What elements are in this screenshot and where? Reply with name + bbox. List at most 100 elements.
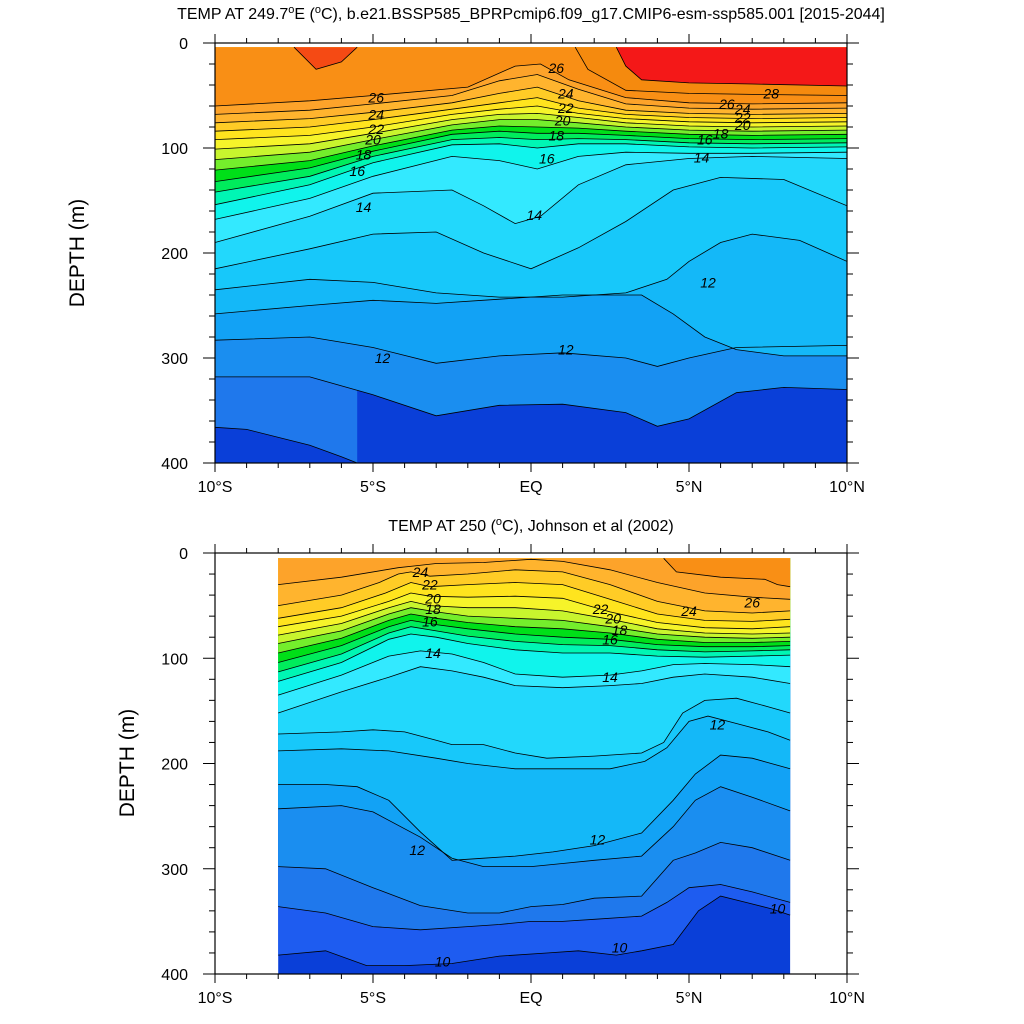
isotherm-line [663, 558, 791, 588]
isotherm-line [215, 143, 847, 206]
isotherm-lines [278, 558, 791, 966]
isotherm-line [278, 619, 791, 663]
contour-label: 16 [539, 151, 555, 167]
contour-label: 18 [425, 601, 441, 617]
isotherm-line [215, 137, 847, 193]
x-tick-label: 5°N [676, 479, 703, 496]
y-tick-label: 400 [161, 456, 188, 473]
contour-label: 12 [590, 831, 606, 847]
isotherm-line [278, 884, 791, 931]
contour-label: 20 [554, 113, 571, 129]
x-tick-label: 5°N [676, 990, 703, 1007]
contour-label: 24 [557, 85, 574, 101]
isotherm-line [215, 97, 847, 132]
contour-label: 10 [770, 901, 786, 917]
y-tick-label: 300 [161, 862, 188, 879]
y-tick-label: 400 [161, 967, 188, 984]
x-tick-label: 10°N [829, 479, 865, 496]
contour-label: 26 [367, 90, 384, 106]
isotherm-line [215, 130, 847, 182]
contour-label: 24 [734, 101, 751, 117]
isotherm-line [278, 558, 791, 600]
contour-label: 14 [425, 645, 441, 661]
contour-label: 20 [424, 590, 441, 606]
isotherm-line [278, 841, 791, 914]
isotherm-line [215, 294, 847, 357]
contour-labels: 2624222018161426242220181614262824222018… [349, 60, 779, 366]
axes: 10°S 5°S EQ 5°N 10°N 0 100 200 300 400 [161, 544, 865, 1007]
isotherm-line [278, 607, 791, 644]
x-tick-label: 10°N [829, 990, 865, 1007]
y-axis-title: DEPTH (m) [116, 709, 139, 818]
contour-label: 18 [549, 127, 565, 143]
isotherm-line [278, 786, 791, 867]
isotherm-line [278, 613, 791, 654]
contour-label: 14 [602, 669, 618, 685]
isotherm-line [215, 74, 847, 115]
isotherm-line [215, 336, 847, 367]
x-tick-label: 10°S [198, 479, 233, 496]
contour-label: 14 [694, 149, 710, 165]
contour-label: 16 [697, 132, 713, 148]
isotherm-lines [215, 46, 847, 463]
y-tick-label: 200 [161, 757, 188, 774]
contour-label: 24 [412, 564, 429, 580]
isotherm-line [278, 666, 791, 714]
contour-label: 22 [421, 577, 438, 593]
isotherm-line [215, 86, 847, 124]
isotherm-line [278, 626, 791, 673]
x-tick-label: EQ [519, 990, 542, 1007]
contour-label: 20 [734, 117, 751, 133]
isotherm-line [215, 105, 847, 140]
contour-label: 12 [710, 717, 726, 733]
isotherm-line [278, 754, 791, 861]
contour-label: 12 [409, 842, 425, 858]
isotherm-line [615, 47, 847, 87]
y-tick-label: 300 [161, 351, 188, 368]
y-tick-label: 0 [179, 546, 188, 563]
contour-label: 16 [349, 163, 365, 179]
isotherm-line [215, 233, 847, 298]
y-tick-label: 100 [161, 141, 188, 158]
contour-label: 20 [604, 610, 621, 626]
x-tick-label: 5°S [360, 479, 386, 496]
isotherm-line [215, 426, 358, 463]
contour-label: 12 [375, 350, 391, 366]
band-fill [616, 47, 847, 86]
x-tick-label: 5°S [360, 990, 386, 1007]
band-fill [663, 558, 791, 587]
isotherm-line [278, 650, 791, 696]
contour-label: 22 [592, 601, 609, 617]
isotherm-line [215, 155, 847, 243]
contour-label: 18 [612, 622, 628, 638]
y-axis-title: DEPTH (m) [66, 199, 89, 308]
isotherm-line [215, 176, 847, 270]
contour-label: 10 [612, 940, 628, 956]
isotherm-line [278, 582, 791, 622]
isotherm-line [278, 600, 791, 636]
panel-title: TEMP AT 249.7oE (oC), b.e21.BSSP585_BPRP… [177, 4, 885, 23]
isotherm-line [215, 151, 847, 220]
band-fill [294, 47, 358, 70]
contour-label: 28 [762, 85, 779, 101]
contour-label: 12 [558, 342, 574, 358]
contour-label: 10 [435, 953, 451, 969]
isotherm-line [278, 697, 791, 759]
x-tick-label: EQ [519, 479, 542, 496]
isotherm-line [293, 46, 358, 70]
contour-label: 24 [680, 603, 697, 619]
isotherm-line [215, 125, 847, 171]
y-tick-label: 100 [161, 651, 188, 668]
isotherm-line [278, 715, 791, 770]
panel-observations: TEMP AT 250 (oC), Johnson et al (2002) 2… [116, 516, 865, 1007]
isotherm-line [215, 63, 847, 107]
panel-title: TEMP AT 250 (oC), Johnson et al (2002) [388, 516, 673, 535]
isotherm-line [215, 112, 847, 150]
contour-label: 22 [734, 110, 751, 126]
contour-label: 18 [356, 146, 372, 162]
isotherm-line [278, 592, 791, 630]
contour-label: 24 [367, 106, 384, 122]
contour-label: 22 [557, 100, 574, 116]
isotherm-line [215, 376, 847, 427]
